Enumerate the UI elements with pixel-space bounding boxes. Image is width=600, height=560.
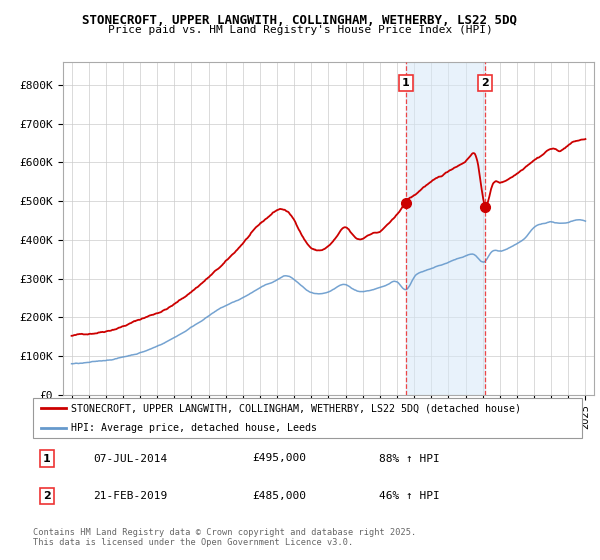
- Text: 46% ↑ HPI: 46% ↑ HPI: [379, 491, 440, 501]
- Text: 21-FEB-2019: 21-FEB-2019: [94, 491, 167, 501]
- Text: 88% ↑ HPI: 88% ↑ HPI: [379, 454, 440, 464]
- Text: 07-JUL-2014: 07-JUL-2014: [94, 454, 167, 464]
- Text: £495,000: £495,000: [253, 454, 307, 464]
- Text: STONECROFT, UPPER LANGWITH, COLLINGHAM, WETHERBY, LS22 5DQ: STONECROFT, UPPER LANGWITH, COLLINGHAM, …: [83, 14, 517, 27]
- Text: HPI: Average price, detached house, Leeds: HPI: Average price, detached house, Leed…: [71, 423, 317, 433]
- Bar: [406, 62, 485, 395]
- Text: £485,000: £485,000: [253, 491, 307, 501]
- Text: Contains HM Land Registry data © Crown copyright and database right 2025.
This d: Contains HM Land Registry data © Crown c…: [33, 528, 416, 547]
- Text: 1: 1: [402, 78, 410, 88]
- Text: 2: 2: [43, 491, 50, 501]
- Text: STONECROFT, UPPER LANGWITH, COLLINGHAM, WETHERBY, LS22 5DQ (detached house): STONECROFT, UPPER LANGWITH, COLLINGHAM, …: [71, 404, 521, 413]
- FancyBboxPatch shape: [33, 398, 582, 438]
- Text: 1: 1: [43, 454, 50, 464]
- Text: Price paid vs. HM Land Registry's House Price Index (HPI): Price paid vs. HM Land Registry's House …: [107, 25, 493, 35]
- Text: 2: 2: [481, 78, 489, 88]
